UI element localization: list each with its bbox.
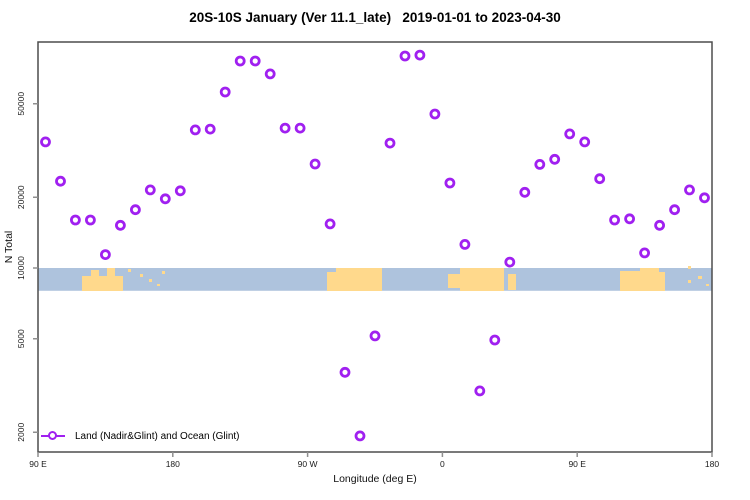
legend-label: Land (Nadir&Glint) and Ocean (Glint): [75, 430, 240, 442]
data-point: [489, 334, 501, 346]
land-patch-melanesia-islands: [140, 274, 143, 277]
land-patch-indonesia-north-australia: [91, 270, 99, 291]
data-point: [354, 430, 366, 442]
data-point: [684, 184, 695, 196]
data-point: [564, 128, 576, 140]
x-tick-label: 0: [440, 459, 445, 469]
land-patch-melanesia-islands: [149, 279, 152, 282]
data-point: [369, 330, 381, 342]
data-point: [189, 124, 201, 136]
data-point: [174, 185, 186, 197]
land-patch-pacific-islands: [698, 276, 702, 279]
data-point: [100, 249, 111, 261]
data-point: [429, 108, 441, 120]
y-tick-label: 20000: [16, 185, 26, 209]
land-patch-indonesia-north-australia: [82, 276, 123, 291]
y-tick-label: 2000: [16, 423, 26, 442]
land-patch-south-america: [327, 272, 336, 291]
data-point: [654, 219, 665, 231]
data-point: [115, 219, 126, 231]
data-point: [444, 177, 456, 189]
data-point: [85, 214, 96, 226]
data-point: [204, 123, 216, 135]
land-patch-melanesia-islands: [157, 284, 160, 286]
data-point: [384, 137, 396, 149]
land-patch-australia: [640, 268, 659, 291]
land-patch-indonesia-north-australia: [107, 268, 115, 291]
data-point: [40, 136, 51, 148]
land-patch-pacific-islands: [688, 266, 691, 269]
land-patch-pacific-islands: [688, 280, 691, 283]
y-tick-label: 50000: [16, 92, 26, 116]
y-tick-label: 10000: [16, 256, 26, 280]
land-patch-south-america: [336, 268, 382, 291]
x-tick-label: 180: [705, 459, 719, 469]
y-axis-title: N Total: [3, 230, 15, 264]
data-point: [399, 50, 411, 62]
plot-border: [37, 41, 713, 453]
legend-circle-icon: [47, 430, 57, 440]
data-point: [549, 153, 561, 165]
land-patch-pacific-islands: [706, 284, 709, 286]
data-point: [699, 192, 710, 204]
data-point: [414, 49, 426, 61]
data-point: [219, 86, 231, 98]
data-point: [534, 158, 546, 170]
data-point: [669, 204, 680, 216]
data-point: [309, 158, 321, 170]
data-point: [459, 238, 471, 250]
data-point: [609, 214, 620, 226]
data-point: [55, 175, 66, 187]
data-point: [234, 55, 246, 67]
x-tick-label: 90 E: [29, 459, 47, 469]
chart-title: 20S-10S January (Ver 11.1_late) 2019-01-…: [189, 10, 561, 25]
data-point: [294, 122, 306, 134]
data-point: [504, 256, 516, 268]
legend: Land (Nadir&Glint) and Ocean (Glint): [41, 429, 240, 443]
land-patch-australia: [659, 272, 665, 291]
data-point: [70, 214, 81, 226]
land-patch-africa: [448, 274, 460, 288]
x-tick-label: 90 W: [298, 459, 318, 469]
land-patch-melanesia-islands: [162, 271, 165, 274]
data-point: [519, 186, 531, 198]
data-point: [624, 213, 635, 225]
land-patch-melanesia-islands: [128, 269, 131, 272]
data-point: [249, 55, 261, 67]
y-tick-label: 5000: [16, 329, 26, 348]
data-point: [324, 218, 336, 230]
x-tick-label: 90 E: [568, 459, 586, 469]
x-tick-label: 180: [166, 459, 180, 469]
data-point: [639, 247, 650, 259]
land-patch-madagascar: [508, 274, 516, 290]
data-point: [594, 173, 606, 185]
data-point: [279, 122, 291, 134]
data-point: [144, 184, 156, 196]
legend-marker-icon: [41, 429, 65, 443]
data-point: [579, 136, 591, 148]
data-point: [129, 204, 141, 216]
land-patch-australia: [620, 271, 640, 291]
land-patch-africa: [460, 268, 504, 291]
data-point: [159, 193, 171, 205]
x-axis-title: Longitude (deg E): [333, 473, 417, 485]
data-point: [339, 366, 351, 378]
data-point: [474, 385, 486, 397]
data-point: [264, 68, 276, 80]
